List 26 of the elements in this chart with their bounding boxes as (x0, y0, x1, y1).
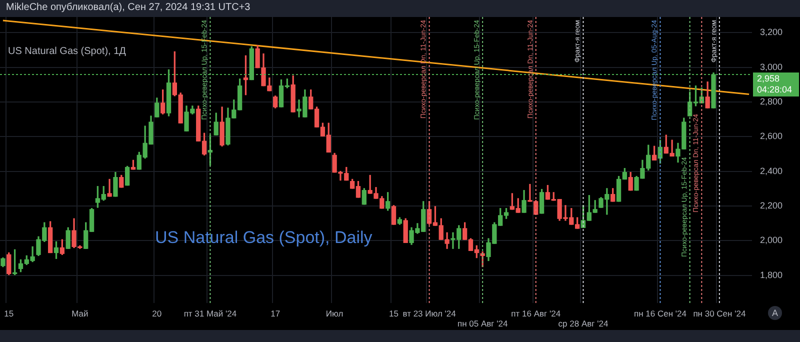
candlestick (107, 178, 112, 197)
x-tick-label: Июл (326, 308, 344, 318)
annotation: US Natural Gas (Spot), Daily (155, 228, 372, 248)
x-tick-label: пн 05 Авг '24 (457, 318, 508, 329)
y-tick-label: 1,800 (760, 270, 783, 280)
y-tick-label: 2,400 (760, 166, 783, 176)
x-tick-label: ср 28 Авг '24 (558, 318, 608, 329)
x-tick-label: пт 31 Май '24 (184, 308, 237, 318)
y-tick-label: 3,200 (760, 27, 783, 38)
x-tick-label: 15 (389, 308, 399, 318)
x-tick-label: пт 16 Авг '24 (511, 308, 561, 318)
ref-line-label: 2,958 04:28:04 (757, 74, 792, 95)
x-tick-label: вт 23 Июл '24 (402, 308, 456, 318)
x-tick-label: пн 30 Сен '24 (693, 308, 746, 318)
text: US Natural Gas (Spot), 1Д (8, 46, 126, 57)
text: MikleChe опубликовал(а), Сен 27, 2024 19:31 UTC+3 (6, 2, 250, 13)
y-tick-label: 2,800 (760, 96, 783, 106)
y-tick-label: 2,000 (760, 235, 783, 246)
x-tick-label: 17 (270, 308, 280, 318)
x-tick-label: 20 (152, 308, 162, 318)
y-tick-label: 3,000 (760, 62, 783, 72)
x-tick-label: 15 (4, 308, 14, 318)
x-tick-label: пн 16 Сен '24 (634, 308, 687, 318)
y-tick-label: 2,200 (760, 200, 783, 210)
y-tick-label: 2,600 (760, 131, 783, 142)
x-tick-label: Май (72, 308, 89, 318)
